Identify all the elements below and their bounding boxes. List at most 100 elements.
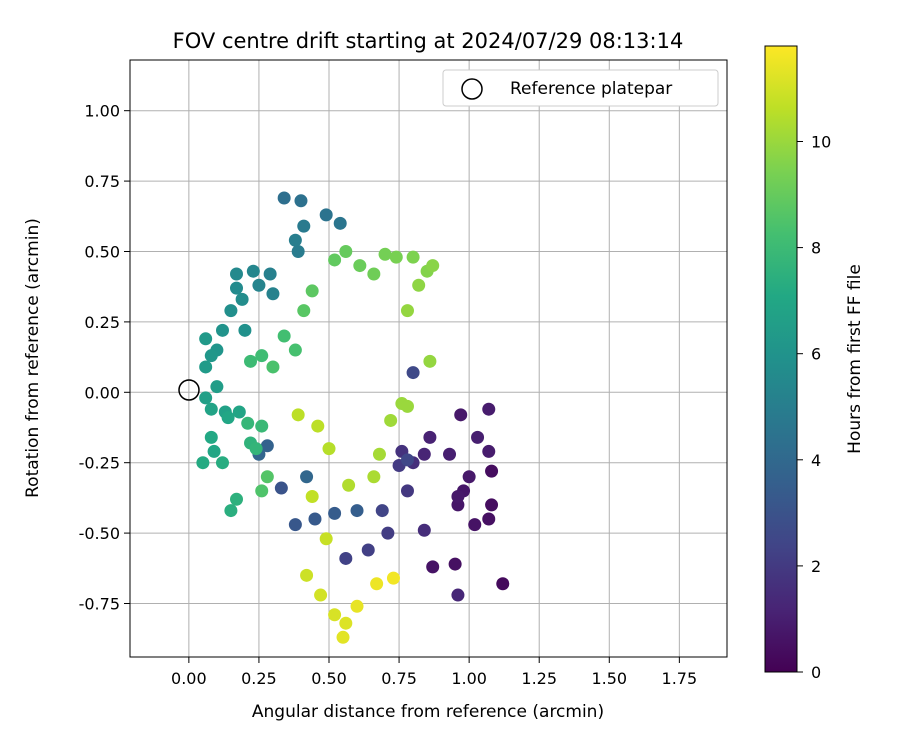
y-tick-label: 0.25	[84, 313, 120, 332]
data-point	[244, 354, 258, 368]
data-point	[199, 360, 213, 374]
data-point	[339, 616, 353, 630]
data-points	[196, 191, 510, 644]
y-axis-ticks: -0.75 -0.50 -0.25 0.00 0.25 0.50 0.75 1.00	[79, 102, 130, 613]
data-point	[375, 504, 389, 518]
data-point	[224, 504, 238, 518]
data-point	[305, 489, 319, 503]
data-point	[400, 453, 414, 467]
data-point	[339, 244, 353, 258]
data-point	[367, 267, 381, 281]
data-point	[454, 408, 468, 422]
x-tick-label: 0.75	[381, 669, 417, 688]
colorbar-tick-label: 2	[811, 557, 821, 576]
y-tick-label: 0.00	[84, 383, 120, 402]
data-point	[255, 419, 269, 433]
data-point	[482, 402, 496, 416]
data-point	[232, 405, 246, 419]
data-point	[196, 456, 210, 470]
data-point	[361, 543, 375, 557]
data-point	[241, 416, 255, 430]
y-tick-label: -0.25	[79, 454, 120, 473]
data-point	[451, 588, 465, 602]
data-point	[328, 608, 342, 622]
data-point	[204, 402, 218, 416]
data-point	[482, 444, 496, 458]
colorbar-gradient	[764, 45, 798, 673]
data-point	[417, 447, 431, 461]
data-point	[255, 484, 269, 498]
data-point	[496, 577, 510, 591]
colorbar-ticks: 0 2 4 6 8 10	[797, 132, 831, 682]
data-point	[210, 380, 224, 394]
data-point	[274, 481, 288, 495]
data-point	[417, 523, 431, 537]
data-point	[238, 323, 252, 337]
data-point	[400, 304, 414, 318]
colorbar: 0 2 4 6 8 10 Hours from first FF file	[764, 45, 865, 682]
colorbar-tick-label: 10	[811, 132, 831, 151]
data-point	[230, 281, 244, 295]
colorbar-label: Hours from first FF file	[845, 264, 865, 454]
y-tick-label: 0.50	[84, 242, 120, 261]
data-point	[448, 557, 462, 571]
data-point	[386, 571, 400, 585]
data-point	[400, 484, 414, 498]
y-axis-label: Rotation from reference (arcmin)	[23, 218, 43, 498]
data-point	[482, 512, 496, 526]
data-point	[426, 259, 440, 273]
data-point	[230, 492, 244, 506]
data-point	[288, 233, 302, 247]
data-point	[443, 447, 457, 461]
data-point	[468, 518, 482, 532]
data-point	[367, 470, 381, 484]
colorbar-tick-label: 0	[811, 663, 821, 682]
x-tick-label: 1.50	[591, 669, 627, 688]
y-tick-label: 0.75	[84, 172, 120, 191]
data-point	[221, 411, 235, 425]
plot-frame	[129, 59, 728, 658]
data-point	[342, 478, 356, 492]
data-point	[207, 444, 221, 458]
legend-marker-icon	[461, 78, 483, 100]
data-point	[485, 498, 499, 512]
data-point	[260, 470, 274, 484]
data-point	[426, 560, 440, 574]
data-point	[319, 208, 333, 222]
data-point	[204, 430, 218, 444]
data-point	[204, 349, 218, 363]
data-point	[288, 343, 302, 357]
x-tick-label: 1.75	[662, 669, 698, 688]
data-point	[215, 456, 229, 470]
data-point	[372, 447, 386, 461]
data-point	[300, 470, 314, 484]
data-point	[246, 264, 260, 278]
data-point	[378, 247, 392, 261]
data-point	[249, 442, 263, 456]
data-point	[215, 323, 229, 337]
data-point	[291, 244, 305, 258]
data-point	[406, 366, 420, 380]
y-tick-label: -0.50	[79, 524, 120, 543]
data-point	[199, 391, 213, 405]
data-point	[260, 439, 274, 453]
data-point	[406, 250, 420, 264]
x-tick-label: 1.25	[521, 669, 557, 688]
legend-box	[442, 69, 719, 107]
data-point	[412, 278, 426, 292]
x-tick-label: 0.00	[171, 669, 207, 688]
data-point	[423, 354, 437, 368]
data-point	[451, 489, 465, 503]
data-point	[266, 287, 280, 301]
data-point	[308, 512, 322, 526]
data-point	[471, 430, 485, 444]
data-point	[305, 284, 319, 298]
data-point	[314, 588, 328, 602]
data-point	[462, 470, 476, 484]
data-point	[263, 267, 277, 281]
data-point	[400, 399, 414, 413]
x-tick-label: 0.50	[311, 669, 347, 688]
reference-marker	[178, 379, 200, 401]
data-point	[277, 191, 291, 205]
